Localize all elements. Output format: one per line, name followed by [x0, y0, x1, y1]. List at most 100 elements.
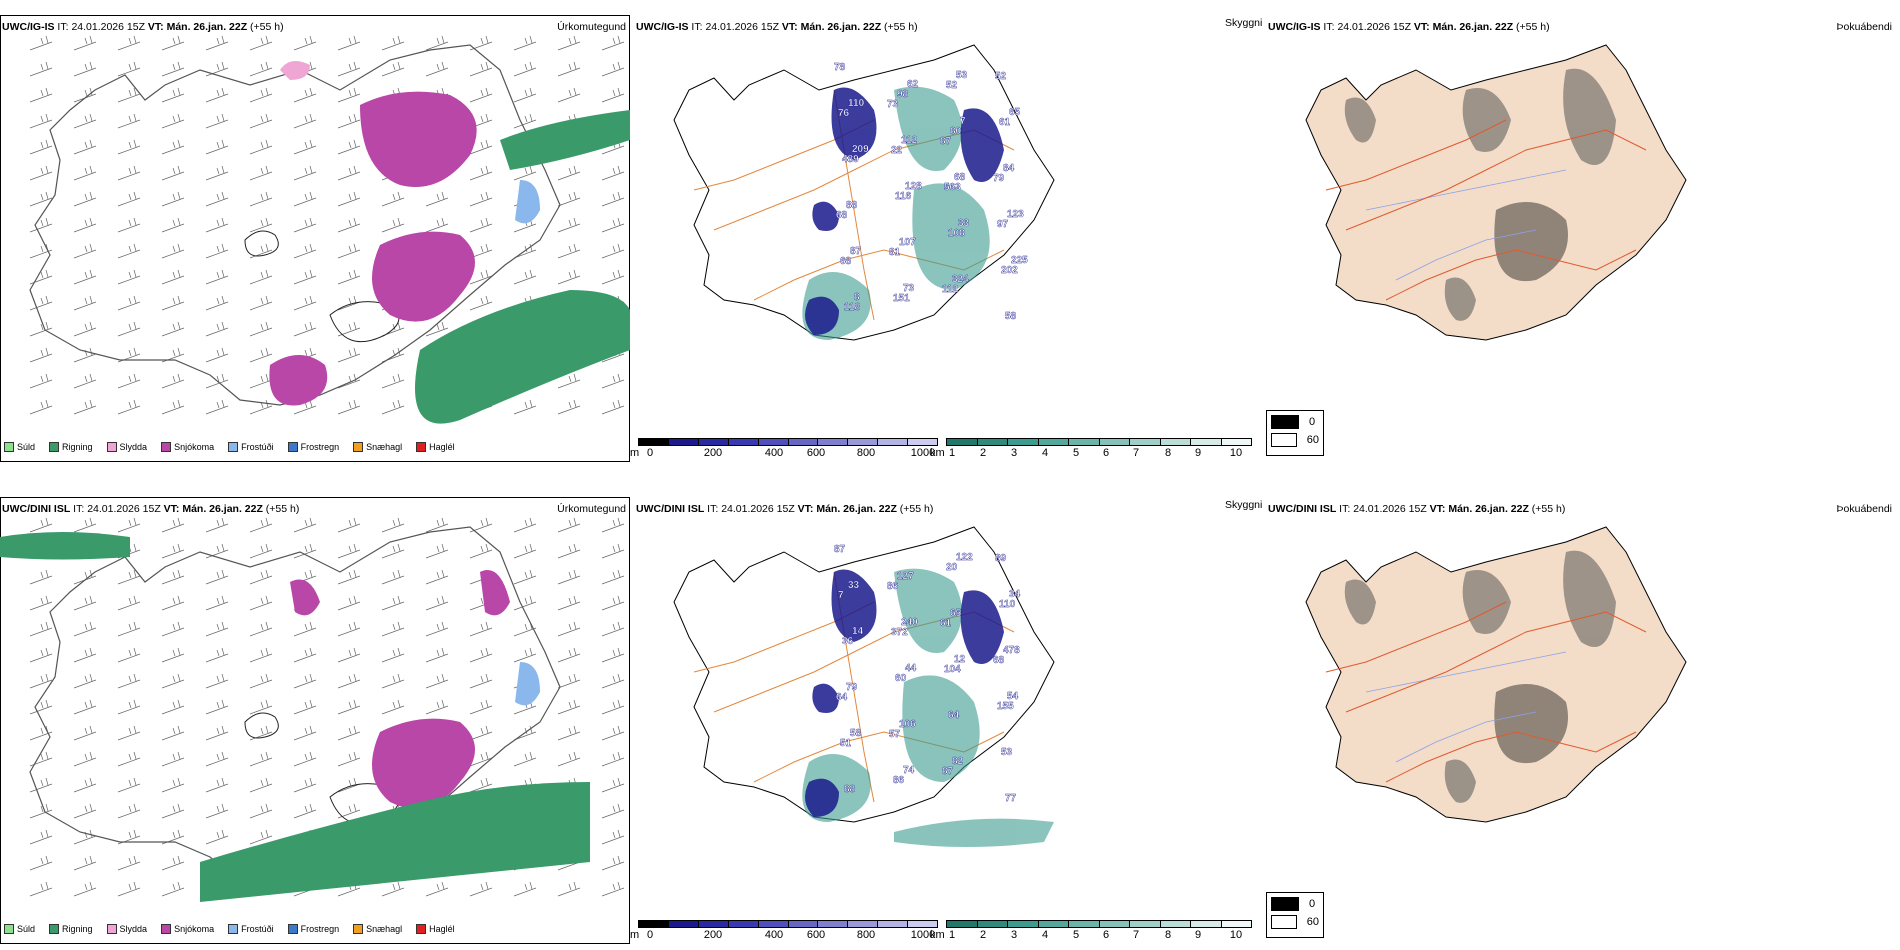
wind-barb: [557, 725, 581, 741]
legend-item: Rigning: [49, 924, 93, 934]
legend-label: Slydda: [119, 924, 148, 934]
wind-barb: [117, 699, 141, 715]
wind-barb: [381, 543, 405, 559]
wind-barb: [117, 139, 141, 155]
cloud-base-label: 127: [897, 571, 914, 582]
lead-time: (+55 h): [250, 21, 284, 33]
vt-label: VT:: [781, 21, 798, 33]
vt-value: Mán. 26.jan. 22Z: [182, 503, 263, 515]
wind-barb: [249, 191, 273, 207]
legend-item: Frostúði: [228, 442, 274, 452]
wind-barb: [117, 165, 141, 181]
wind-barb: [117, 87, 141, 103]
wind-barb: [205, 621, 229, 637]
cloud-base-label: 65: [950, 608, 962, 619]
wind-barb: [557, 243, 581, 259]
wind-barb: [469, 165, 493, 181]
wind-barb: [73, 621, 97, 637]
cloud-base-label: 34: [1009, 589, 1021, 600]
wind-barb: [557, 191, 581, 207]
cloud-map-canvas: 7873877968811125276225639768151526148911…: [673, 44, 1055, 341]
legend-label: Snjókoma: [174, 924, 215, 934]
wind-barb: [469, 777, 493, 793]
colorbar-swatches: [946, 920, 1252, 928]
wind-barb: [425, 699, 449, 715]
cloud-base-label: 116: [895, 191, 912, 202]
wind-barb: [381, 647, 405, 663]
wind-barb: [557, 61, 581, 77]
wind-barb: [73, 399, 97, 415]
cloud-visibility-map-igis: UWC/IG-IS IT: 24.01.2026 15Z VT: Mán. 26…: [630, 0, 1266, 465]
fog-legend-high: 0: [1309, 416, 1316, 428]
wind-barb: [29, 295, 53, 311]
cloud-base-colorbar: m 0 200 400 600 800 1000: [630, 920, 938, 944]
wind-barb: [513, 569, 537, 585]
wind-barb: [557, 569, 581, 585]
wind-barb: [161, 243, 185, 259]
wind-barb: [161, 35, 185, 51]
legend-label: Rigning: [62, 442, 93, 452]
wind-barb: [337, 165, 361, 181]
wind-barb: [601, 61, 625, 77]
legend-label: Slydda: [119, 442, 148, 452]
wind-barb: [249, 347, 273, 363]
wind-barb: [161, 321, 185, 337]
wind-barb: [337, 217, 361, 233]
wind-barb: [293, 751, 317, 767]
colorbar-tick: 200: [703, 929, 723, 941]
cloud-base-label: 22: [891, 145, 903, 156]
cloud-base-label: 122: [956, 552, 973, 563]
road-network: [1325, 119, 1647, 301]
wind-barb: [249, 35, 273, 51]
wind-barb: [425, 191, 449, 207]
precip-areas-igis: [269, 61, 630, 424]
wind-barb: [557, 621, 581, 637]
wind-barb: [117, 61, 141, 77]
wind-barb: [73, 803, 97, 819]
fog-legend-row: 0: [1271, 415, 1319, 429]
wind-barb: [161, 673, 185, 689]
cloud-base-label: 110: [999, 599, 1016, 610]
wind-barb: [73, 217, 97, 233]
cloud-base-colorbar: m 0 200 400 600 800 1000: [630, 438, 938, 462]
wind-barb: [161, 595, 185, 611]
wind-barb: [513, 269, 537, 285]
colorbar-tick: 6: [1102, 447, 1110, 459]
cloud-base-label: 33: [848, 580, 860, 591]
cloud-base-label: 155: [997, 701, 1014, 712]
wind-barb: [293, 803, 317, 819]
wind-barb: [425, 543, 449, 559]
model-name: UWC/DINI ISL: [636, 503, 705, 515]
fog-indicator-map-igis: UWC/IG-IS IT: 24.01.2026 15Z VT: Mán. 26…: [1266, 0, 1898, 465]
colorbar-tick: 800: [856, 447, 876, 459]
it-value: 24.01.2026 15Z: [721, 503, 795, 515]
colorbar-swatches: [638, 920, 938, 928]
it-label: IT:: [691, 21, 703, 33]
wind-barb: [293, 699, 317, 715]
wind-barb: [337, 35, 361, 51]
legend-label: Frostregn: [300, 924, 340, 934]
wind-barb: [381, 699, 405, 715]
lead-time: (+55 h): [884, 21, 918, 33]
wind-barb: [601, 777, 625, 793]
cloud-base-label: 151: [893, 293, 910, 304]
cloud-base-label: 87: [834, 544, 846, 555]
wind-barb: [117, 35, 141, 51]
wind-barb: [557, 751, 581, 767]
wind-barb: [161, 803, 185, 819]
wind-barb: [117, 269, 141, 285]
vt-label: VT:: [147, 21, 164, 33]
cloud-base-label: 104: [944, 664, 961, 675]
vt-value: Mán. 26.jan. 22Z: [1432, 21, 1514, 33]
wind-barb: [161, 191, 185, 207]
wind-barb: [557, 699, 581, 715]
wind-barb: [249, 61, 273, 77]
wind-barb: [29, 725, 53, 741]
wind-barb: [513, 113, 537, 129]
cloud-base-label: 110: [848, 98, 865, 109]
cloud-map-canvas: 87 86 61 68 64 57 87 89 7 372 104 155 51 86 20 110 36 60 6…: [673, 526, 1055, 847]
wind-barb: [205, 35, 229, 51]
it-value: 24.01.2026 15Z: [71, 21, 145, 33]
it-label: IT:: [73, 503, 85, 515]
iceland-outline: [1305, 44, 1687, 341]
